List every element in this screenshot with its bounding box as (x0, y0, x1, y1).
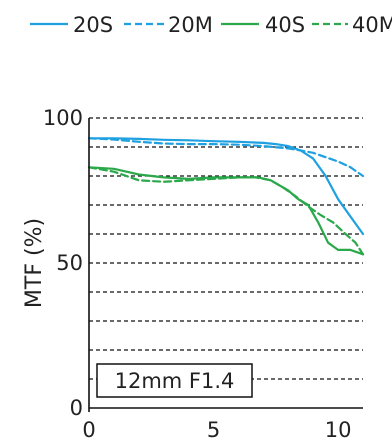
y-tick-label: 0 (70, 396, 83, 420)
legend-label-20s: 20S (73, 13, 113, 37)
x-tick-label: 0 (82, 418, 95, 441)
legend-label-40m: 40M (352, 13, 392, 37)
series-line-20s (87, 137, 365, 236)
y-tick-label: 100 (43, 106, 83, 130)
x-tick-label: 10 (325, 418, 352, 441)
legend: 20S 20M 40S 40M (30, 13, 392, 37)
y-tick-label: 50 (56, 251, 83, 275)
series-line-40m (87, 166, 365, 256)
legend-label-20m: 20M (168, 13, 213, 37)
series-line-20m (87, 137, 365, 178)
annotation-box (96, 363, 253, 398)
legend-label-40s: 40S (265, 13, 305, 37)
y-axis-label: MTF (%) (22, 218, 47, 308)
x-tick-label: 5 (207, 418, 220, 441)
gridlines (89, 117, 363, 380)
annotation: 12mm F1.4 (96, 363, 253, 398)
annotation-text: 12mm F1.4 (115, 369, 235, 393)
series-lines (87, 137, 365, 256)
series-line-40s (87, 166, 365, 256)
axes: 0 50 100 0 5 10 MTF (%) (22, 106, 363, 441)
